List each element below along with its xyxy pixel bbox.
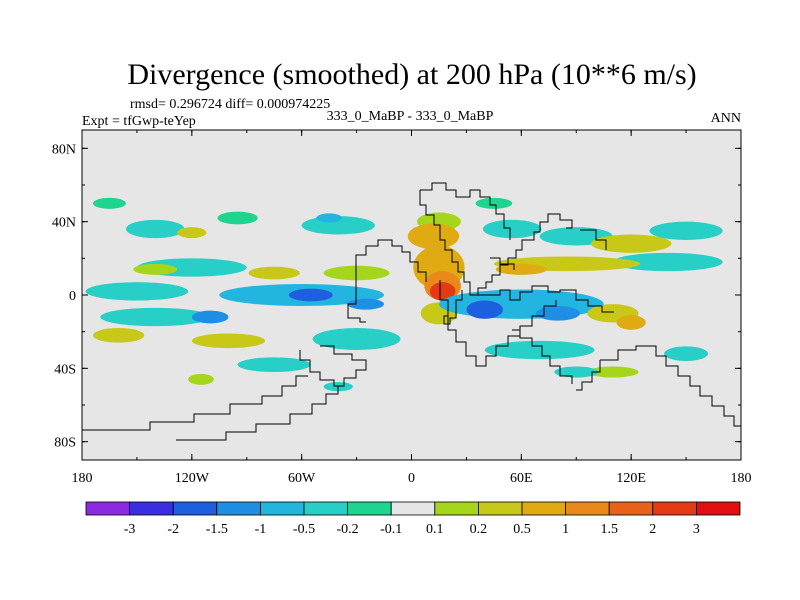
colorbar-label: -2 bbox=[167, 522, 179, 537]
field-blob bbox=[316, 213, 342, 223]
y-tick-label: 80S bbox=[54, 436, 76, 451]
colorbar-label: 1 bbox=[562, 522, 569, 537]
colorbar-label: -3 bbox=[124, 522, 136, 537]
field-blob bbox=[590, 234, 672, 253]
field-blob bbox=[248, 266, 300, 280]
colorbar-label: 3 bbox=[693, 522, 700, 537]
colorbar-swatch bbox=[129, 501, 174, 516]
colorbar-swatch bbox=[477, 501, 523, 516]
x-tick-label: 180 bbox=[72, 471, 93, 486]
field-blob bbox=[188, 373, 214, 385]
field-blob bbox=[466, 300, 504, 319]
field-blob bbox=[429, 282, 456, 301]
field-blob bbox=[237, 357, 311, 372]
season-label: ANN bbox=[711, 111, 741, 126]
field-blob bbox=[92, 328, 145, 343]
field-blob bbox=[484, 340, 595, 360]
colorbar-swatch bbox=[434, 501, 479, 516]
colorbar-label: 2 bbox=[649, 522, 656, 537]
field-blob bbox=[535, 306, 580, 321]
field-blob bbox=[312, 328, 401, 350]
x-axis: 180 120W 60W 0 60E 120E 180 bbox=[72, 130, 752, 486]
coastlines bbox=[82, 182, 741, 441]
field-blob bbox=[100, 307, 211, 327]
colorbar-label: 0.2 bbox=[470, 522, 488, 537]
x-tick-label: 60E bbox=[510, 471, 533, 486]
field-blob bbox=[288, 288, 333, 302]
field-blob bbox=[664, 346, 709, 361]
colorbar-swatch bbox=[347, 501, 392, 516]
y-tick-label: 40S bbox=[54, 362, 76, 377]
colorbar-swatch bbox=[85, 501, 130, 516]
colorbar-label: -1 bbox=[255, 522, 267, 537]
y-axis: 80N 40N 0 40S 80S bbox=[52, 142, 741, 451]
colorbar-swatch bbox=[652, 501, 697, 516]
field-blob bbox=[482, 219, 542, 239]
plot-background bbox=[82, 130, 741, 460]
y-tick-label: 40N bbox=[52, 216, 76, 231]
colorbar-swatch bbox=[608, 501, 654, 516]
field-blob bbox=[125, 219, 185, 239]
colorbar-swatch bbox=[565, 501, 610, 516]
chart-title: Divergence (smoothed) at 200 hPa (10**6 … bbox=[127, 58, 696, 91]
comparison-label: 333_0_MaBP - 333_0_MaBP bbox=[327, 109, 494, 124]
field-blob bbox=[612, 252, 723, 272]
colorbar-label: 0.1 bbox=[426, 522, 444, 537]
colorbar-swatch bbox=[390, 501, 436, 516]
x-tick-label: 120W bbox=[175, 471, 210, 486]
stats-label: rmsd= 0.296724 diff= 0.000974225 bbox=[130, 97, 330, 112]
field-blob bbox=[191, 333, 266, 349]
field-blob bbox=[92, 197, 126, 209]
colorbar: -3 -2 -1.5 -1 -0.5 -0.2 -0.1 0.1 0.2 0.5 1 1.5 2 3 bbox=[85, 501, 741, 537]
divergence-field bbox=[85, 197, 723, 392]
colorbar-label: -0.1 bbox=[380, 522, 402, 537]
field-blob bbox=[554, 366, 599, 378]
field-blob bbox=[323, 265, 390, 281]
field-blob bbox=[177, 227, 207, 239]
colorbar-swatch bbox=[172, 501, 218, 516]
field-blob bbox=[133, 263, 178, 275]
colorbar-swatch bbox=[303, 501, 348, 516]
colorbar-swatch bbox=[259, 501, 305, 516]
y-tick-label: 80N bbox=[52, 142, 76, 157]
colorbar-swatch bbox=[521, 501, 566, 516]
x-tick-label: 0 bbox=[408, 471, 415, 486]
x-tick-label: 120E bbox=[616, 471, 646, 486]
y-tick-label: 0 bbox=[69, 289, 76, 304]
field-blob bbox=[85, 282, 189, 301]
colorbar-label: 1.5 bbox=[600, 522, 618, 537]
colorbar-label: -0.5 bbox=[293, 522, 315, 537]
field-blob bbox=[217, 211, 258, 225]
colorbar-label: -1.5 bbox=[206, 522, 228, 537]
field-blob bbox=[475, 197, 513, 209]
x-tick-label: 180 bbox=[731, 471, 752, 486]
field-blob bbox=[495, 263, 547, 275]
field-blob bbox=[191, 310, 229, 324]
colorbar-label: 0.5 bbox=[513, 522, 531, 537]
field-blob bbox=[407, 223, 460, 250]
experiment-label: Expt = tfGwp-teYep bbox=[82, 114, 196, 129]
colorbar-swatch bbox=[216, 501, 261, 516]
field-blob bbox=[347, 298, 385, 310]
x-tick-label: 60W bbox=[288, 471, 316, 486]
colorbar-swatch bbox=[696, 501, 741, 516]
colorbar-label: -0.2 bbox=[337, 522, 359, 537]
field-blob bbox=[616, 315, 646, 330]
field-blob bbox=[649, 221, 723, 240]
